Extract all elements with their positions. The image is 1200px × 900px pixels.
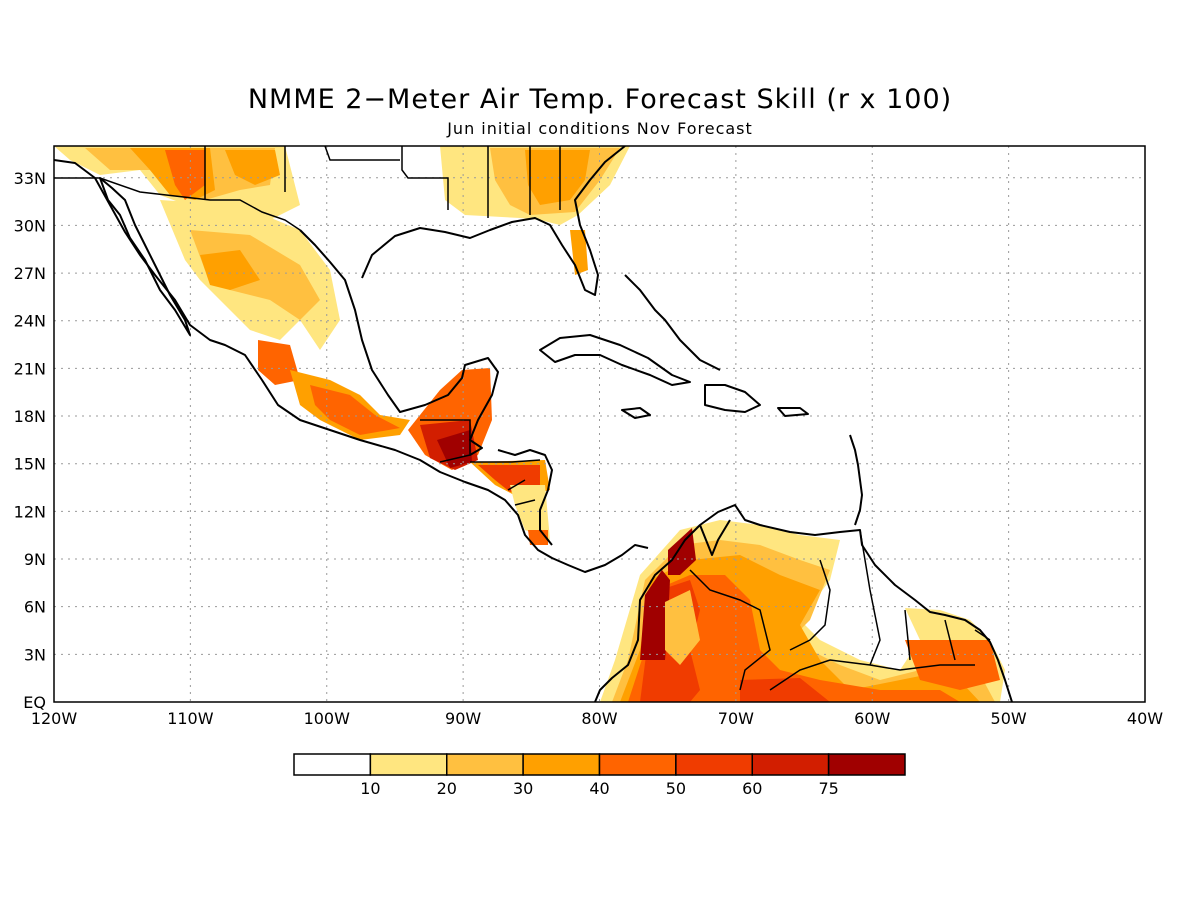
coast-jamaica — [621, 407, 651, 419]
x-tick-label: 60W — [854, 709, 890, 728]
coast-central-america-east — [497, 449, 553, 546]
latitude-axis: EQ 3N 6N 9N 12N 15N 18N 21N 24N 27N 30N 33N — [14, 169, 46, 712]
coast-puerto-rico — [777, 407, 809, 417]
border-guianas — [859, 529, 991, 666]
colorbar-swatch — [369, 753, 448, 776]
x-tick-label: 70W — [718, 709, 754, 728]
x-tick-label: 50W — [991, 709, 1027, 728]
coast-gulf-of-mexico — [299, 229, 499, 456]
y-tick-label: 12N — [14, 502, 46, 521]
border-us-mexico — [54, 177, 301, 231]
y-tick-label: 27N — [14, 264, 46, 283]
coast-gulf-north — [361, 146, 626, 296]
border-central-america — [470, 459, 541, 506]
coast-lesser-antilles — [849, 434, 863, 526]
shade-new-mexico — [225, 150, 280, 185]
colorbar-swatch — [675, 753, 753, 776]
colorbar-label: 50 — [666, 779, 686, 798]
coast-venezuela-bay — [699, 519, 731, 556]
coastlines — [54, 146, 1013, 702]
shade-arizona-core — [165, 150, 205, 200]
border-venezuela-guyana — [789, 559, 831, 651]
chart-subtitle: Jun initial conditions Nov Forecast — [447, 119, 753, 138]
y-tick-label: 9N — [24, 550, 46, 569]
x-tick-label: 110W — [167, 709, 214, 728]
colorbar-label: 75 — [818, 779, 838, 798]
shade-mexico-chihuahua — [200, 250, 260, 290]
y-tick-label: 15N — [14, 455, 46, 474]
coast-cuba — [539, 334, 691, 386]
border-colombia-venezuela — [689, 569, 771, 691]
colorbar-swatch — [446, 753, 524, 776]
coast-hispaniola — [704, 384, 761, 413]
x-tick-label: 80W — [581, 709, 617, 728]
y-tick-label: 21N — [14, 359, 46, 378]
graticule — [54, 146, 1145, 702]
shade-mexico-south-inner — [310, 385, 400, 435]
coast-south-america-north — [594, 504, 1013, 702]
y-tick-label: EQ — [23, 693, 46, 712]
border-guatemala-mexico — [420, 419, 471, 463]
longitude-axis: 120W 110W 100W 90W 80W 70W 60W 50W 40W — [31, 709, 1163, 728]
x-tick-label: 100W — [304, 709, 351, 728]
colorbar-label: 20 — [437, 779, 457, 798]
shade-colombia-core — [640, 570, 670, 660]
colorbar: 10 20 30 40 50 60 75 — [293, 753, 906, 798]
border-brazil-north — [769, 659, 975, 691]
shade-colombia-north — [668, 528, 696, 575]
y-tick-label: 33N — [14, 169, 46, 188]
colorbar-swatch — [522, 753, 601, 776]
colorbar-swatch — [598, 753, 677, 776]
shade-mexico-west — [258, 340, 300, 385]
coast-bahamas — [624, 274, 721, 371]
border-us-states — [204, 146, 561, 218]
colorbar-swatch — [751, 753, 830, 776]
shade-colombia-warm — [665, 590, 700, 665]
colorbar-swatch — [827, 753, 906, 776]
chart-title: NMME 2−Meter Air Temp. Forecast Skill (r… — [247, 84, 953, 115]
colorbar-swatch — [293, 753, 372, 776]
skill-shading — [54, 146, 1005, 702]
y-tick-label: 6N — [24, 598, 46, 617]
political-borders — [54, 146, 991, 691]
shade-guatemala-core — [437, 430, 472, 468]
shade-georgia — [525, 150, 590, 205]
y-tick-label: 30N — [14, 216, 46, 235]
shade-amazon-south — [740, 678, 830, 702]
colorbar-label: 40 — [589, 779, 609, 798]
y-tick-label: 24N — [14, 312, 46, 331]
y-tick-label: 18N — [14, 407, 46, 426]
colorbar-label: 30 — [513, 779, 533, 798]
y-tick-label: 3N — [24, 645, 46, 664]
shade-south-america-l4 — [628, 575, 960, 702]
coast-baja-california — [99, 177, 191, 336]
map-frame — [53, 145, 1146, 703]
x-tick-label: 90W — [445, 709, 481, 728]
x-tick-label: 40W — [1127, 709, 1163, 728]
x-tick-label: 120W — [31, 709, 78, 728]
colorbar-label: 60 — [742, 779, 762, 798]
colorbar-label: 10 — [360, 779, 380, 798]
